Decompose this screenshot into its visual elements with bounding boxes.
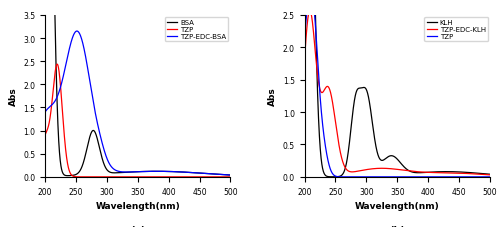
TZP-EDC-KLH [482,173,488,176]
TZP-EDC-BSA [42,111,48,114]
TZP-EDC-BSA [132,171,138,173]
BSA [222,174,228,176]
TZP-EDC-BSA [52,101,58,104]
TZP-EDC-BSA [222,174,228,176]
TZP [42,134,48,137]
TZP-EDC-KLH [387,168,393,170]
TZP-EDC-BSA [228,174,234,177]
TZP-EDC-KLH [302,58,308,61]
TZP-EDC-BSA [222,174,228,176]
TZP-EDC-BSA [188,171,194,174]
Line: TZP: TZP [45,65,230,177]
Line: TZP-EDC-BSA: TZP-EDC-BSA [45,32,230,175]
KLH [448,170,454,173]
Y-axis label: Abs: Abs [8,87,18,106]
TZP [222,176,228,178]
KLH [392,156,398,159]
KLH [487,173,493,176]
TZP [54,64,60,66]
TZP-EDC-KLH [311,39,317,41]
BSA [128,171,134,174]
Title: (b): (b) [389,225,406,227]
BSA [222,174,228,176]
X-axis label: Wavelength(nm): Wavelength(nm) [96,201,180,210]
TZP-EDC-KLH [392,168,398,171]
Line: TZP: TZP [304,0,490,177]
TZP [392,176,398,178]
TZP-EDC-KLH [482,173,488,176]
BSA [188,171,194,174]
KLH [482,173,488,175]
TZP [487,176,493,178]
KLH [482,173,488,175]
TZP-EDC-KLH [448,172,454,175]
TZP [128,176,134,178]
Line: KLH: KLH [304,0,490,177]
TZP [448,176,454,178]
TZP [228,176,234,178]
TZP [222,176,228,178]
TZP-EDC-BSA [74,31,80,33]
BSA [64,175,70,177]
TZP-EDC-BSA [128,171,134,173]
TZP [52,77,58,79]
TZP-EDC-KLH [307,10,313,13]
X-axis label: Wavelength(nm): Wavelength(nm) [355,201,440,210]
TZP [311,9,317,12]
Line: TZP-EDC-KLH: TZP-EDC-KLH [304,12,490,175]
Y-axis label: Abs: Abs [268,87,277,106]
Legend: BSA, TZP, TZP-EDC-BSA: BSA, TZP, TZP-EDC-BSA [165,18,228,42]
Title: (a): (a) [130,225,146,227]
TZP [302,37,308,40]
KLH [330,176,336,178]
BSA [228,174,234,177]
TZP [188,176,194,178]
TZP [482,176,488,178]
TZP [482,176,488,178]
TZP [132,176,138,178]
Legend: KLH, TZP-EDC-KLH, TZP: KLH, TZP-EDC-KLH, TZP [424,18,488,42]
KLH [387,155,393,158]
TZP-EDC-KLH [487,174,493,176]
Line: BSA: BSA [45,0,230,176]
TZP [387,176,393,178]
BSA [132,171,138,173]
